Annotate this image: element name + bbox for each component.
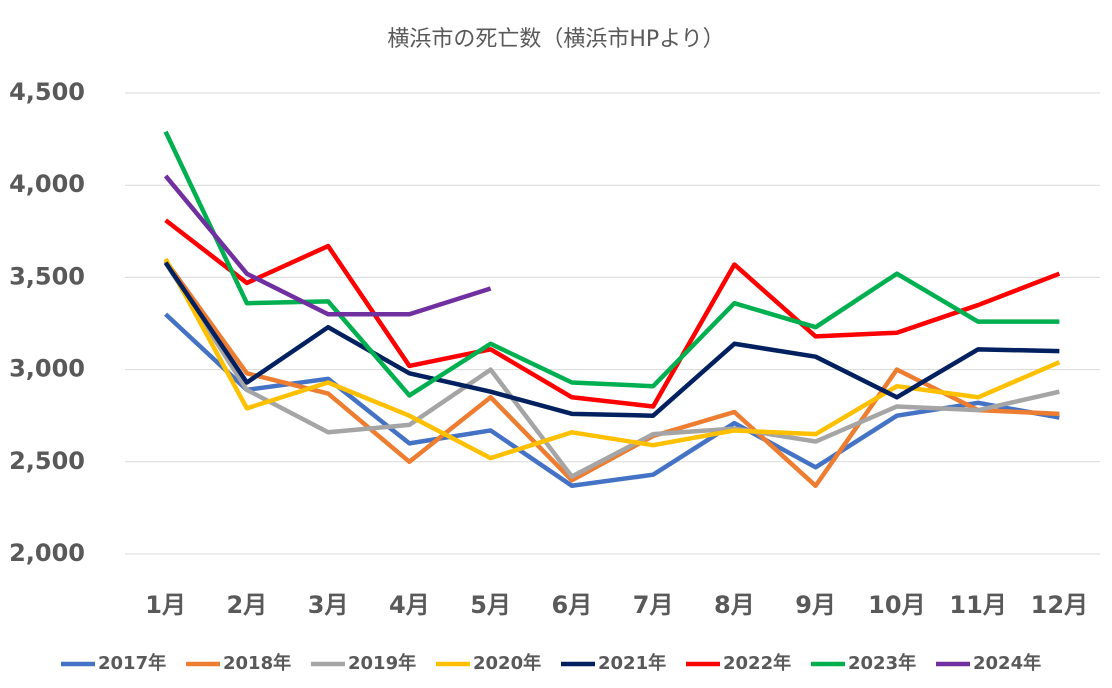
y-tick-label: 3,000 [9,355,85,383]
x-tick-label: 1月 [145,591,186,619]
legend-label: 2017年 [98,652,166,674]
x-tick-label: 12月 [1031,591,1088,619]
legend-label: 2021年 [598,652,666,674]
x-tick-label: 11月 [949,591,1006,619]
legend-label: 2024年 [973,652,1041,674]
data-line [163,261,1060,479]
data-line [163,259,1060,489]
legend-label: 2020年 [473,652,541,674]
x-tick-label: 3月 [308,591,349,619]
legend-label: 2022年 [723,652,791,674]
x-tick-label: 10月 [868,591,925,619]
x-tick-label: 6月 [552,591,593,619]
data-line [163,174,492,317]
y-tick-label: 2,000 [9,539,85,567]
x-tick-label: 5月 [470,591,511,619]
data-line [164,312,1060,489]
x-tick-label: 7月 [633,591,674,619]
y-tick-label: 2,500 [9,447,85,475]
y-tick-label: 4,000 [9,170,85,198]
x-tick-label: 2月 [227,591,268,619]
x-tick-label: 9月 [795,591,836,619]
x-tick-label: 8月 [714,591,755,619]
legend-label: 2018年 [223,652,291,674]
legend-label: 2023年 [848,652,916,674]
y-tick-label: 3,500 [9,262,85,290]
x-tick-label: 4月 [389,591,430,619]
y-tick-label: 4,500 [9,78,85,106]
data-line [163,261,1060,418]
legend-label: 2019年 [348,652,416,674]
data-line [164,218,1061,409]
chart-title: 横浜市の死亡数（横浜市HPより） [387,27,724,52]
data-line [163,130,1060,398]
